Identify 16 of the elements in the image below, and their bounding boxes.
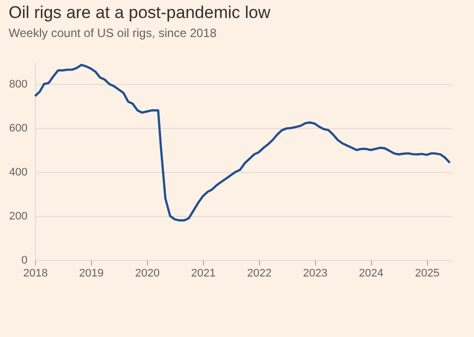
y-tick-label: 400	[9, 166, 28, 178]
y-tick-label: 800	[9, 78, 28, 90]
x-tick-label: 2021	[191, 268, 216, 280]
x-tick-label: 2023	[302, 268, 328, 280]
chart-subtitle: Weekly count of US oil rigs, since 2018	[8, 26, 217, 40]
y-tick-label: 200	[9, 210, 28, 222]
x-tick-label: 2019	[79, 268, 104, 280]
line-series	[34, 64, 451, 222]
y-tick-label: 600	[9, 122, 28, 134]
x-tick-label: 2025	[414, 268, 440, 280]
x-tick-label: 2020	[135, 268, 160, 280]
y-tick-label: 0	[21, 254, 28, 266]
x-tick-label: 2024	[358, 268, 384, 280]
chart-title: Oil rigs are at a post-pandemic low	[8, 3, 272, 22]
x-tick-label: 2022	[247, 268, 272, 280]
x-tick-label: 2018	[23, 268, 48, 280]
